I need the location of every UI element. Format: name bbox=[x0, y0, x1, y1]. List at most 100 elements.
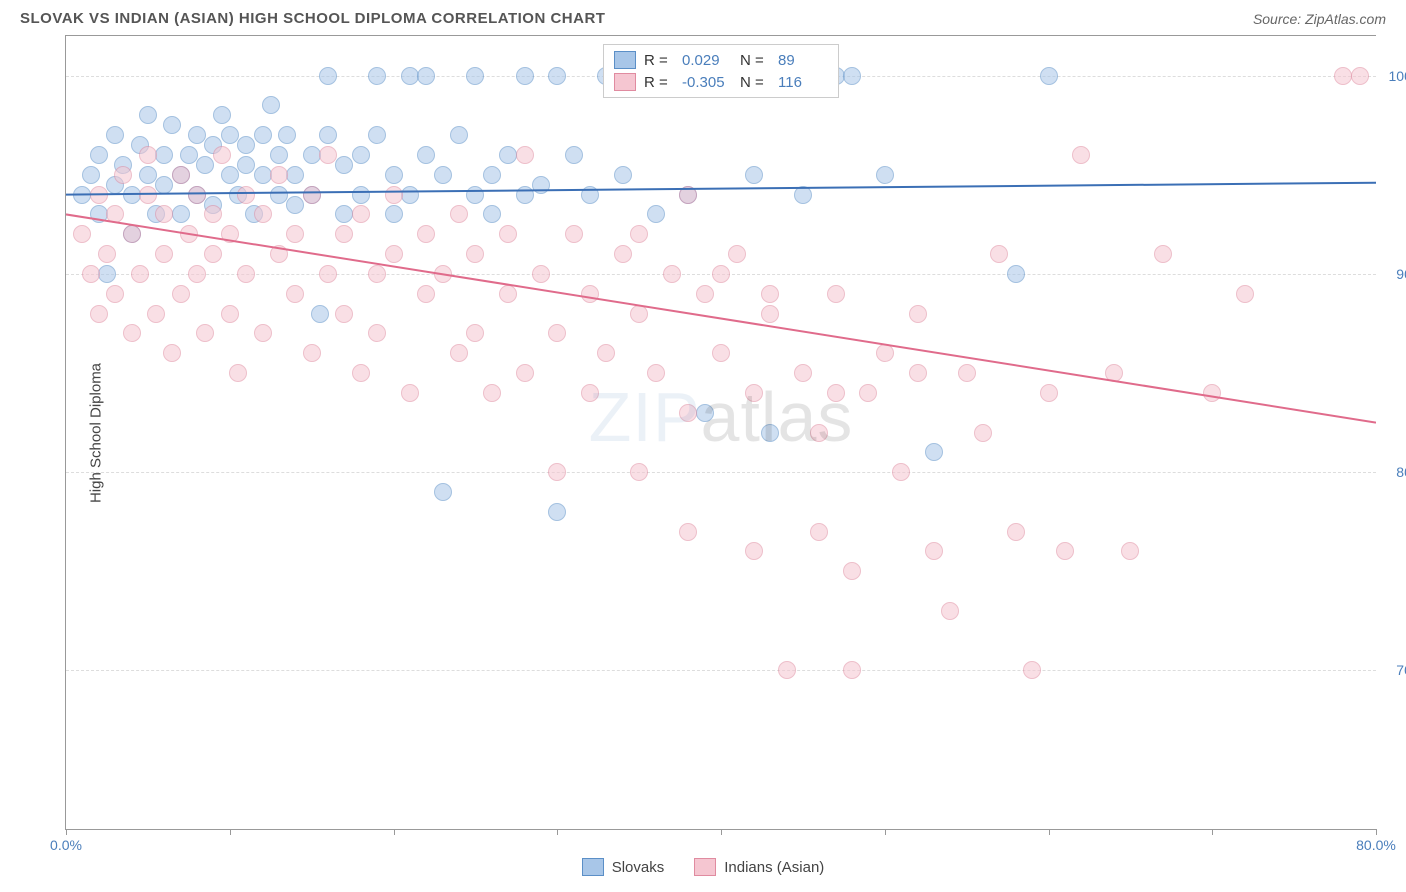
x-tick bbox=[885, 829, 886, 835]
data-point bbox=[254, 205, 272, 223]
y-tick-label: 80.0% bbox=[1396, 464, 1406, 480]
data-point bbox=[728, 245, 746, 263]
chart-header: SLOVAK VS INDIAN (ASIAN) HIGH SCHOOL DIP… bbox=[10, 10, 1396, 35]
data-point bbox=[614, 245, 632, 263]
x-tick bbox=[557, 829, 558, 835]
data-point bbox=[147, 305, 165, 323]
data-point bbox=[368, 126, 386, 144]
data-point bbox=[696, 285, 714, 303]
data-point bbox=[237, 265, 255, 283]
data-point bbox=[73, 225, 91, 243]
data-point bbox=[335, 305, 353, 323]
data-point bbox=[565, 225, 583, 243]
data-point bbox=[352, 186, 370, 204]
data-point bbox=[696, 404, 714, 422]
legend-item-slovaks: Slovaks bbox=[582, 858, 665, 876]
chart-title: SLOVAK VS INDIAN (ASIAN) HIGH SCHOOL DIP… bbox=[20, 10, 605, 27]
data-point bbox=[401, 67, 419, 85]
data-point bbox=[810, 523, 828, 541]
data-point bbox=[188, 265, 206, 283]
data-point bbox=[1056, 542, 1074, 560]
data-point bbox=[319, 126, 337, 144]
data-point bbox=[516, 146, 534, 164]
data-point bbox=[450, 126, 468, 144]
x-tick bbox=[394, 829, 395, 835]
data-point bbox=[794, 186, 812, 204]
data-point bbox=[172, 205, 190, 223]
data-point bbox=[352, 205, 370, 223]
legend-swatch-indians bbox=[694, 858, 716, 876]
x-tick bbox=[721, 829, 722, 835]
trend-lines bbox=[66, 36, 1376, 829]
data-point bbox=[548, 324, 566, 342]
x-tick bbox=[1376, 829, 1377, 835]
y-tick-label: 100.0% bbox=[1389, 68, 1406, 84]
data-point bbox=[368, 265, 386, 283]
data-point bbox=[385, 166, 403, 184]
data-point bbox=[172, 166, 190, 184]
data-point bbox=[82, 265, 100, 283]
data-point bbox=[516, 186, 534, 204]
watermark: ZIPatlas bbox=[589, 377, 854, 457]
data-point bbox=[1154, 245, 1172, 263]
data-point bbox=[778, 661, 796, 679]
data-point bbox=[483, 384, 501, 402]
data-point bbox=[114, 166, 132, 184]
data-point bbox=[925, 542, 943, 560]
data-point bbox=[1023, 661, 1041, 679]
data-point bbox=[859, 384, 877, 402]
data-point bbox=[303, 146, 321, 164]
data-point bbox=[401, 186, 419, 204]
data-point bbox=[466, 67, 484, 85]
data-point bbox=[761, 285, 779, 303]
data-point bbox=[180, 225, 198, 243]
data-point bbox=[417, 225, 435, 243]
data-point bbox=[319, 67, 337, 85]
data-point bbox=[434, 166, 452, 184]
data-point bbox=[417, 67, 435, 85]
data-point bbox=[1007, 265, 1025, 283]
data-point bbox=[303, 344, 321, 362]
x-tick-label: 0.0% bbox=[50, 837, 82, 853]
data-point bbox=[712, 265, 730, 283]
swatch-indians bbox=[614, 73, 636, 91]
data-point bbox=[262, 96, 280, 114]
data-point bbox=[581, 186, 599, 204]
data-point bbox=[319, 146, 337, 164]
data-point bbox=[909, 364, 927, 382]
data-point bbox=[614, 166, 632, 184]
data-point bbox=[270, 186, 288, 204]
data-point bbox=[204, 205, 222, 223]
data-point bbox=[581, 285, 599, 303]
data-point bbox=[204, 245, 222, 263]
data-point bbox=[745, 384, 763, 402]
data-point bbox=[385, 205, 403, 223]
data-point bbox=[532, 265, 550, 283]
data-point bbox=[990, 245, 1008, 263]
data-point bbox=[647, 364, 665, 382]
data-point bbox=[1334, 67, 1352, 85]
data-point bbox=[254, 166, 272, 184]
data-point bbox=[213, 106, 231, 124]
data-point bbox=[90, 205, 108, 223]
data-point bbox=[155, 146, 173, 164]
swatch-slovaks bbox=[614, 51, 636, 69]
data-point bbox=[172, 285, 190, 303]
data-point bbox=[106, 205, 124, 223]
y-tick-label: 70.0% bbox=[1396, 662, 1406, 678]
data-point bbox=[450, 205, 468, 223]
chart-source: Source: ZipAtlas.com bbox=[1253, 11, 1386, 27]
legend-label-slovaks: Slovaks bbox=[612, 859, 665, 876]
data-point bbox=[303, 186, 321, 204]
gridline bbox=[66, 472, 1376, 473]
data-point bbox=[90, 305, 108, 323]
series-legend: Slovaks Indians (Asian) bbox=[10, 858, 1396, 876]
data-point bbox=[941, 602, 959, 620]
data-point bbox=[213, 146, 231, 164]
data-point bbox=[139, 146, 157, 164]
data-point bbox=[876, 166, 894, 184]
data-point bbox=[679, 404, 697, 422]
data-point bbox=[155, 245, 173, 263]
data-point bbox=[90, 146, 108, 164]
data-point bbox=[139, 106, 157, 124]
